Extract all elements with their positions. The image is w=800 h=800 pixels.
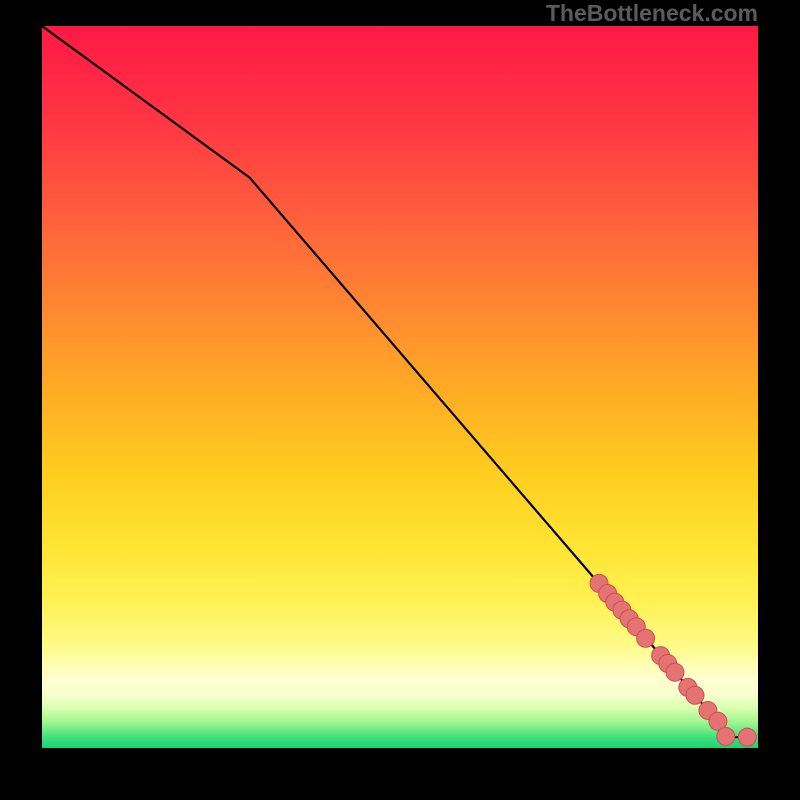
watermark-text: TheBottleneck.com: [546, 0, 758, 27]
chart-overlay: [42, 26, 758, 748]
data-point: [738, 728, 756, 746]
data-point: [686, 686, 704, 704]
data-point: [717, 727, 735, 745]
chart-plot-area: [42, 26, 758, 748]
data-point: [637, 629, 655, 647]
data-point: [666, 663, 684, 681]
